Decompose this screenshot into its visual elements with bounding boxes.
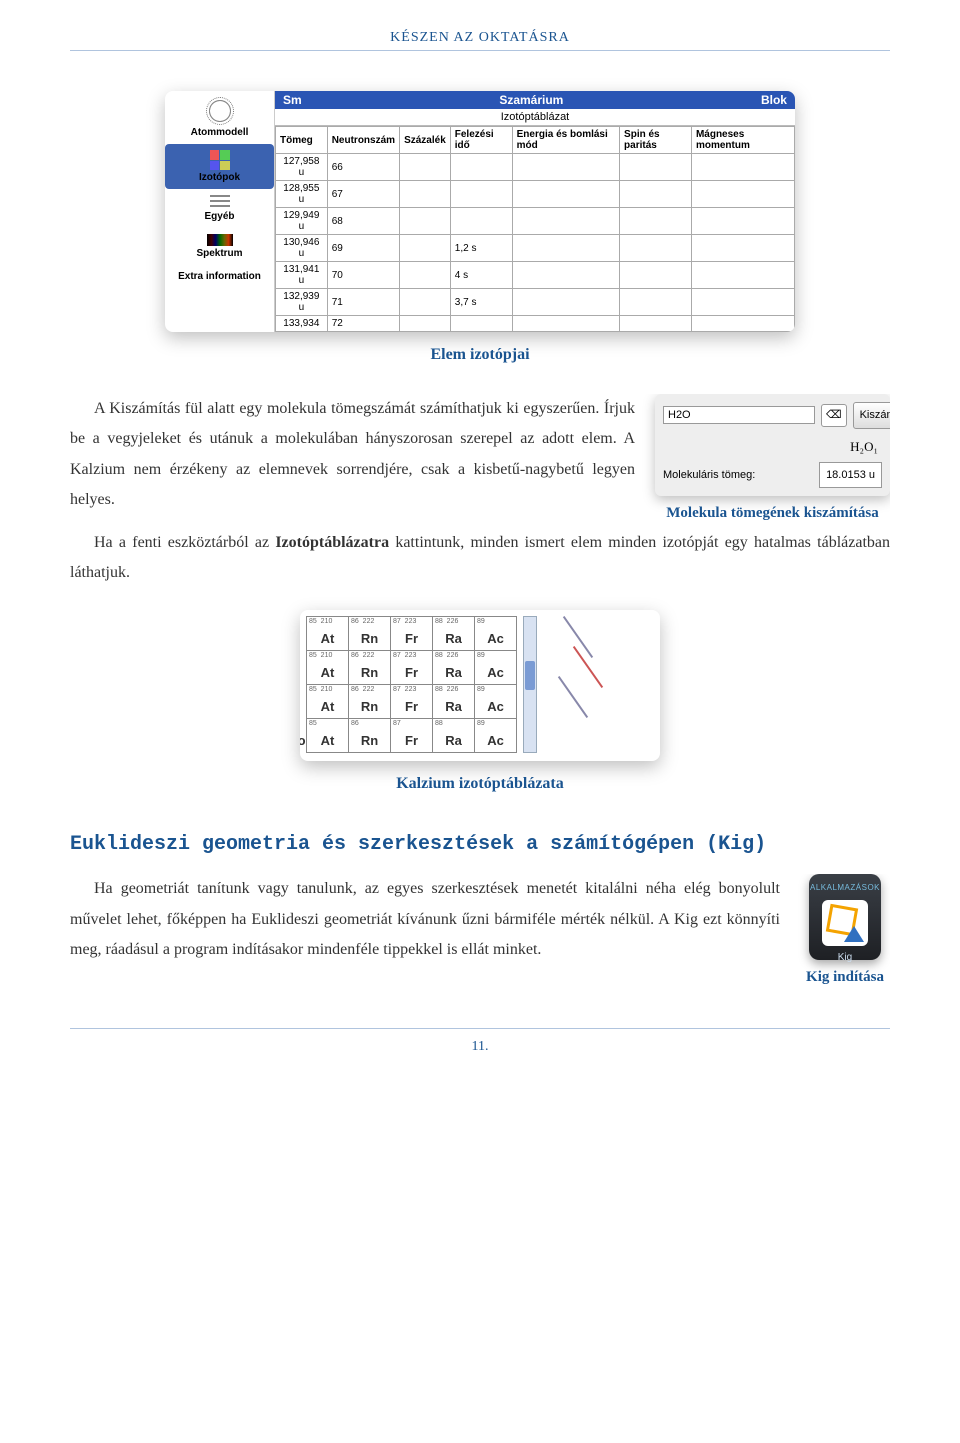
- paragraph-kig: Ha geometriát tanítunk vagy tanulunk, az…: [70, 874, 890, 965]
- caption-isotope: Elem izotópjai: [70, 346, 890, 364]
- table-row: 133,93472: [276, 316, 795, 332]
- grid-icon: [210, 150, 230, 170]
- element-cell[interactable]: 88 226Ra: [433, 617, 475, 651]
- table-row: 131,941 u704 s: [276, 262, 795, 289]
- page-header: KÉSZEN AZ OKTATÁSRA: [70, 30, 890, 51]
- tool-spektrum[interactable]: Spektrum: [165, 228, 274, 265]
- table-row: 127,958 u66: [276, 154, 795, 181]
- isotope-table: Tömeg Neutronszám Százalék Felezési idő …: [275, 126, 795, 332]
- caption-kig: Kig indítása: [800, 968, 890, 988]
- element-cell[interactable]: 87Fr: [391, 719, 433, 753]
- tool-label: Atommodell: [191, 127, 249, 138]
- tool-extra[interactable]: Extra information: [165, 265, 274, 288]
- table-row: 129,949 u68: [276, 208, 795, 235]
- bars-icon: [210, 195, 230, 209]
- col-percent: Százalék: [400, 127, 451, 154]
- isotope-screenshot: Atommodell Izotópok Egyéb Spektrum Extra…: [165, 91, 795, 332]
- section-heading-kig: Euklideszi geometria és szerkesztések a …: [70, 833, 890, 856]
- clear-button[interactable]: ⌫: [821, 404, 847, 427]
- element-cell[interactable]: 86Rn: [349, 719, 391, 753]
- table-subtitle: Izotóptáblázat: [275, 109, 795, 126]
- tool-label: Spektrum: [196, 248, 242, 259]
- kig-launcher-tile[interactable]: ALKALMAZÁSOK Kig: [809, 874, 881, 960]
- table-row: 128,955 u67: [276, 181, 795, 208]
- col-neutron: Neutronszám: [327, 127, 399, 154]
- table-row: 132,939 u713,7 s: [276, 289, 795, 316]
- formula-input[interactable]: [663, 406, 815, 424]
- element-cell[interactable]: 85PoAt: [307, 719, 349, 753]
- col-halflife: Felezési idő: [450, 127, 512, 154]
- element-name: Szamárium: [499, 93, 563, 107]
- elements-grid: 85 210At 86 222Rn 87 223Fr 88 226Ra 89Ac…: [306, 616, 517, 753]
- compute-button[interactable]: Kiszámítás: [853, 402, 890, 429]
- element-cell[interactable]: 85 210At: [307, 651, 349, 685]
- tool-label: Izotópok: [199, 172, 240, 183]
- kig-tile-label: Kig: [809, 948, 881, 967]
- tool-atommodell[interactable]: Atommodell: [165, 91, 274, 144]
- mass-value: 18.0153 u: [819, 462, 882, 489]
- caption-molcalc: Molekula tömegének kiszámítása: [655, 504, 890, 524]
- col-energy: Energia és bomlási mód: [512, 127, 619, 154]
- tool-sidebar: Atommodell Izotópok Egyéb Spektrum Extra…: [165, 91, 275, 332]
- tool-label: Extra information: [178, 271, 261, 282]
- atom-icon: [206, 97, 234, 125]
- element-cell[interactable]: 89Ac: [475, 617, 517, 651]
- kig-icon: [822, 900, 868, 946]
- element-symbol: Sm: [283, 93, 302, 107]
- element-cell[interactable]: 87 223Fr: [391, 617, 433, 651]
- element-cell[interactable]: 86 222Rn: [349, 651, 391, 685]
- element-cell[interactable]: 86 222Rn: [349, 685, 391, 719]
- element-cell[interactable]: 89Ac: [475, 685, 517, 719]
- element-titlebar: Sm Szamárium Blok: [275, 91, 795, 109]
- formula-display: H₂O₁: [663, 429, 882, 462]
- scrollbar[interactable]: [523, 616, 537, 753]
- element-cell[interactable]: 86 222Rn: [349, 617, 391, 651]
- col-spin: Spin és paritás: [620, 127, 692, 154]
- element-cell[interactable]: 89Ac: [475, 651, 517, 685]
- diagonal-lines: [543, 616, 654, 753]
- element-cell[interactable]: 89Ac: [475, 719, 517, 753]
- page-number: 11.: [70, 1028, 890, 1055]
- mass-label: Molekuláris tömeg:: [663, 465, 755, 486]
- tool-izotopok[interactable]: Izotópok: [165, 144, 274, 189]
- caption-kalzium-table: Kalzium izotóptáblázata: [70, 775, 890, 793]
- col-magnetic: Mágneses momentum: [691, 127, 794, 154]
- tool-label: Egyéb: [204, 211, 234, 222]
- paragraph-2: Ha a fenti eszköztárból az Izotóptábláza…: [70, 528, 890, 589]
- col-mass: Tömeg: [276, 127, 328, 154]
- element-block: Blok: [761, 93, 787, 107]
- element-cell[interactable]: 85 210At: [307, 617, 349, 651]
- element-cell[interactable]: 88Ra: [433, 719, 475, 753]
- table-row: 130,946 u691,2 s: [276, 235, 795, 262]
- kig-tile-category: ALKALMAZÁSOK: [809, 880, 881, 895]
- elements-screenshot: 85 210At 86 222Rn 87 223Fr 88 226Ra 89Ac…: [300, 610, 660, 761]
- element-cell[interactable]: 88 226Ra: [433, 685, 475, 719]
- spectrum-icon: [207, 234, 233, 246]
- element-cell[interactable]: 87 223Fr: [391, 685, 433, 719]
- element-cell[interactable]: 87 223Fr: [391, 651, 433, 685]
- element-cell[interactable]: 88 226Ra: [433, 651, 475, 685]
- molcalc-screenshot: ⌫ Kiszámítás H₂O₁ Molekuláris tömeg: 18.…: [655, 394, 890, 496]
- tool-egyeb[interactable]: Egyéb: [165, 189, 274, 228]
- element-cell[interactable]: 85 210At: [307, 685, 349, 719]
